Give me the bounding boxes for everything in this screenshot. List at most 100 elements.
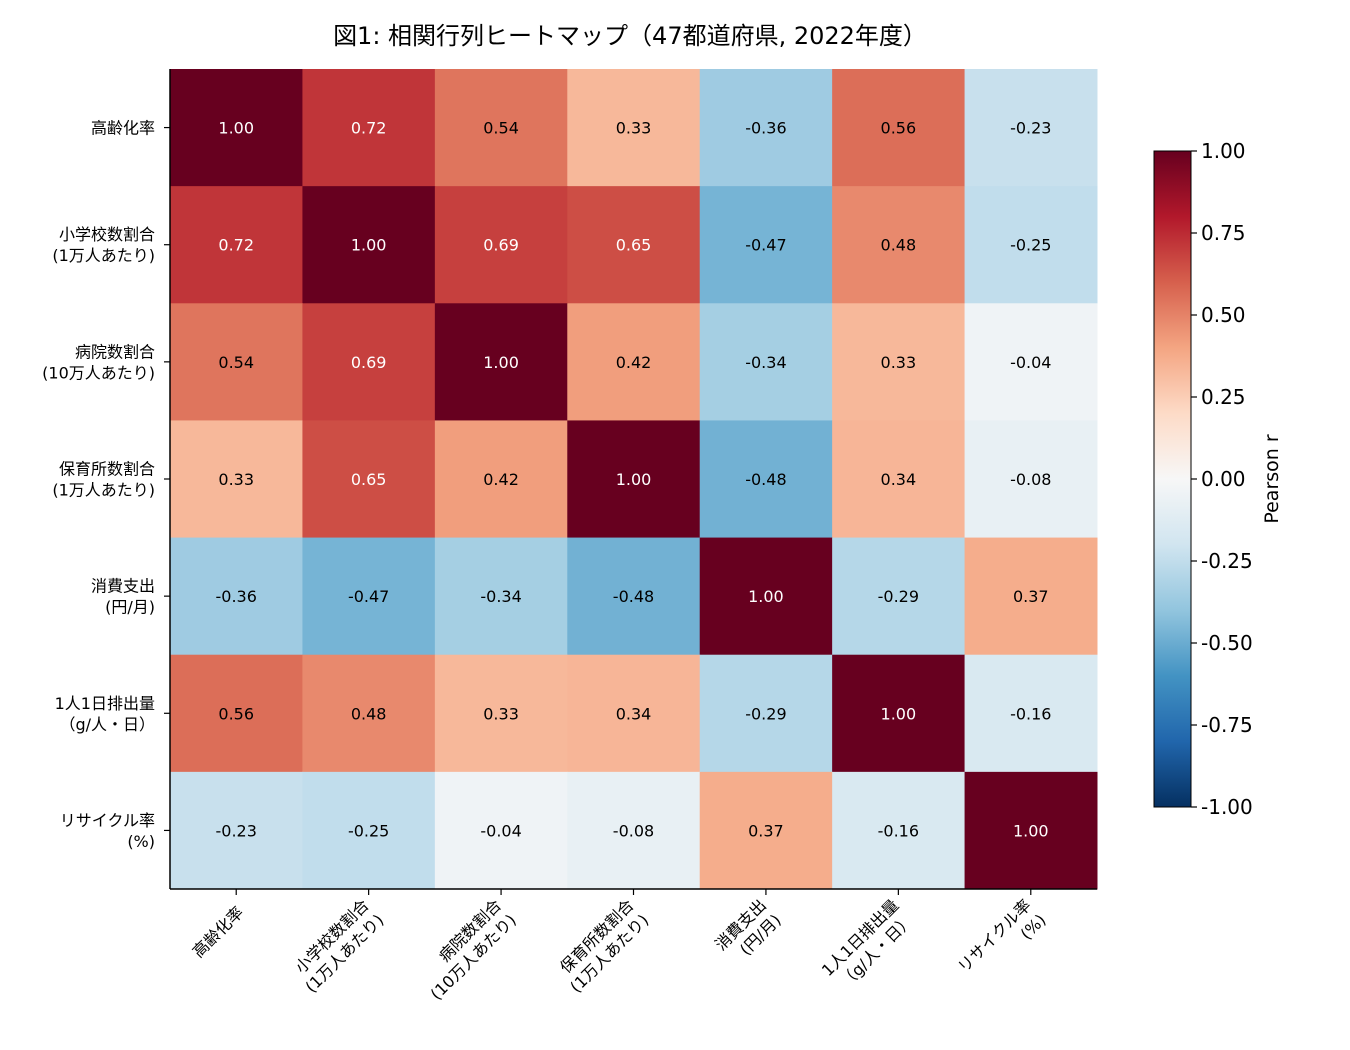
cell-value-label: -0.25 (348, 821, 389, 840)
heatmap-cell (302, 771, 436, 890)
heatmap-cell (699, 537, 833, 656)
cell-value-label: 0.65 (616, 236, 652, 255)
cell-value-label: -0.04 (1010, 353, 1051, 372)
cell-value-label: 0.48 (351, 704, 387, 723)
heatmap-cell (964, 537, 1098, 656)
heatmap-cell (964, 420, 1098, 539)
cell-value-label: 0.33 (218, 470, 254, 489)
cell-value-label: -0.23 (1010, 119, 1051, 138)
cell-value-label: 1.00 (616, 470, 652, 489)
cell-value-label: 0.72 (351, 119, 387, 138)
cell-value-label: -0.36 (745, 119, 786, 138)
cell-value-label: 0.33 (483, 704, 519, 723)
row-tick-label: 保育所数割合 (59, 460, 155, 479)
heatmap-cell (434, 69, 568, 187)
heatmap-cell (434, 186, 568, 304)
cell-value-label: 0.72 (218, 236, 254, 255)
heatmap-cell (832, 420, 966, 539)
cell-value-label: 0.42 (616, 353, 652, 372)
column-tick-label-group: 保育所数割合(1万人あたり) (556, 896, 652, 997)
cell-value-label: -0.47 (745, 236, 786, 255)
row-tick-label: リサイクル率 (60, 811, 155, 830)
cell-value-label: 1.00 (218, 119, 254, 138)
heatmap-cell (832, 771, 966, 890)
cell-value-label: 0.48 (881, 236, 917, 255)
heatmap-cell (699, 186, 833, 304)
heatmap-cell (170, 654, 303, 773)
heatmap-cell (699, 69, 833, 187)
row-tick-label: (10万人あたり) (42, 363, 155, 382)
cell-value-label: 1.00 (748, 587, 784, 606)
heatmap-cell (832, 186, 966, 304)
colorbar-gradient (1153, 150, 1192, 808)
colorbar-tick-label: 1.00 (1201, 139, 1246, 163)
cell-value-label: -0.29 (745, 704, 786, 723)
cell-value-label: -0.34 (480, 587, 521, 606)
cell-value-label: 1.00 (1013, 821, 1049, 840)
colorbar-label: Pearson r (1261, 434, 1283, 524)
heatmap-cell (170, 771, 303, 890)
cell-value-label: 0.42 (483, 470, 519, 489)
column-tick-label-group: 消費支出(円/月) (711, 896, 785, 960)
heatmap-cell (170, 69, 303, 187)
row-tick-label: 消費支出 (91, 577, 155, 596)
row-tick-label: (1万人あたり) (52, 481, 155, 500)
colorbar-tick-label: -0.25 (1201, 549, 1253, 573)
heatmap-cells: 1.00 0.72 0.54 0.33 -0.36 0.56 -0.23 0.72 1.00 0.… (170, 69, 1098, 890)
heatmap-cell (699, 771, 833, 890)
column-tick-label-group: 病院数割合(10万人あたり) (427, 896, 520, 1004)
heatmap-cell (567, 537, 701, 656)
row-tick-label: (%) (127, 832, 155, 851)
cell-value-label: 0.33 (616, 119, 652, 138)
heatmap-cell (567, 654, 701, 773)
heatmap-cell (434, 420, 568, 539)
row-tick-label: (円/月) (105, 598, 155, 617)
colorbar-tick-label: 0.75 (1201, 221, 1246, 245)
cell-value-label: -0.04 (480, 821, 521, 840)
heatmap-cell (699, 420, 833, 539)
cell-value-label: -0.36 (216, 587, 257, 606)
heatmap-cell (964, 186, 1098, 304)
heatmap-cell (434, 771, 568, 890)
cell-value-label: 0.65 (351, 470, 387, 489)
heatmap-cell (567, 69, 701, 187)
row-tick-label: 小学校数割合 (59, 225, 155, 244)
heatmap-cell (964, 303, 1098, 421)
cell-value-label: 0.34 (881, 470, 917, 489)
cell-value-label: 0.37 (748, 821, 784, 840)
column-tick-label: 高齢化率 (189, 903, 248, 962)
heatmap-cell (434, 303, 568, 421)
cell-value-label: 0.54 (483, 119, 519, 138)
heatmap-cell (964, 69, 1098, 187)
heatmap-cell (964, 654, 1098, 773)
column-tick-label-group: リサイクル率(%) (954, 896, 1050, 977)
cell-value-label: 0.56 (218, 704, 254, 723)
heatmap-cell (832, 69, 966, 187)
column-tick-label-group: 高齢化率 (189, 903, 248, 962)
colorbar-tick-label: 0.50 (1201, 303, 1246, 327)
column-tick-label-group: 小学校数割合(1万人あたり) (291, 896, 387, 997)
cell-value-label: 0.69 (483, 236, 519, 255)
heatmap-cell (302, 69, 436, 187)
cell-value-label: -0.48 (745, 470, 786, 489)
cell-value-label: -0.08 (1010, 470, 1051, 489)
row-tick-label: 1人1日排出量 (55, 694, 155, 713)
heatmap-cell (302, 654, 436, 773)
heatmap-cell (302, 303, 436, 421)
cell-value-label: -0.25 (1010, 236, 1051, 255)
heatmap-cell (302, 420, 436, 539)
cell-value-label: 0.54 (218, 353, 254, 372)
heatmap-cell (567, 186, 701, 304)
cell-value-label: 1.00 (351, 236, 387, 255)
cell-value-label: -0.08 (613, 821, 654, 840)
colorbar-tick-label: -0.75 (1201, 713, 1253, 737)
cell-value-label: 0.37 (1013, 587, 1049, 606)
cell-value-label: 0.33 (881, 353, 917, 372)
colorbar-ticks: 1.00 0.75 0.50 0.25 0.00 -0.25 -0.50 -0.75 -1.00 (1191, 139, 1253, 819)
heatmap-cell (567, 420, 701, 539)
cell-value-label: -0.47 (348, 587, 389, 606)
cell-value-label: -0.29 (878, 587, 919, 606)
heatmap-cell (699, 654, 833, 773)
